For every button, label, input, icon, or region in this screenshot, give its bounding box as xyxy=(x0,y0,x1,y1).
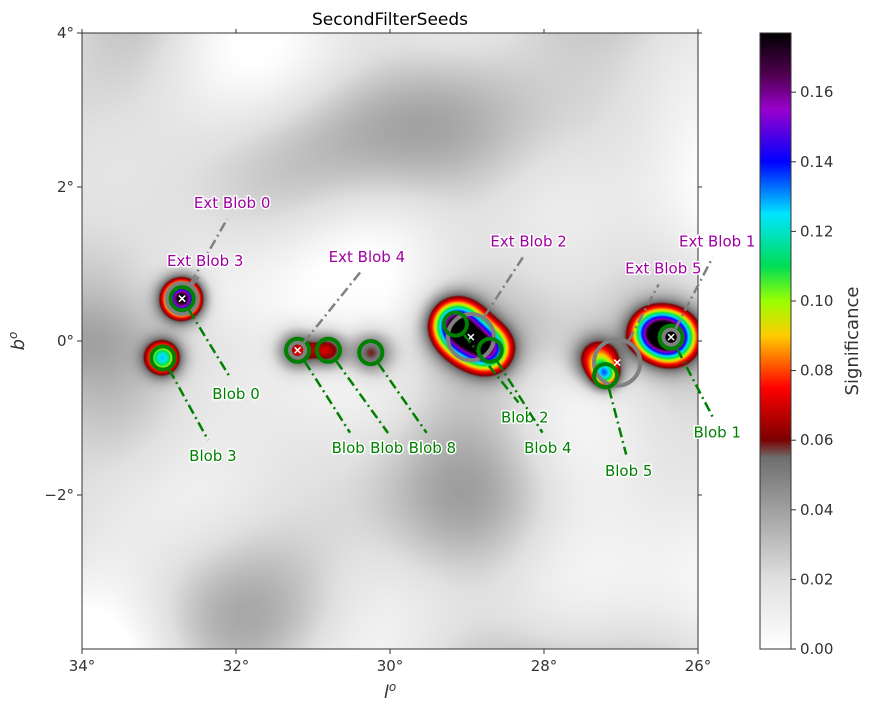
colorbar-ticks: 0.00 0.02 0.04 0.06 0.08 0.10 0.12 0.14 0.16 xyxy=(791,83,833,658)
blob-0-label: Blob 0 xyxy=(212,385,259,403)
ext-blob-3-cross-b xyxy=(178,295,186,303)
ext-blob-4-center-cross xyxy=(294,346,302,354)
blob-labels: Ext Blob 0 Ext Blob 3 Ext Blob 4 Ext Blob 2… xyxy=(165,193,757,482)
y-axis-label-sup: o xyxy=(6,332,20,339)
ext-blob-2-label: Ext Blob 2 xyxy=(490,233,566,251)
ext-blob-1-circle xyxy=(661,327,681,347)
blob-8-leader-line xyxy=(377,362,428,434)
y-axis-ticks: 4° 2° 0° −2° xyxy=(44,24,702,504)
ext-blob-4-label: Ext Blob 4 xyxy=(329,248,405,266)
blob-3-label: Blob 3 xyxy=(189,447,236,465)
y-tick-label-3: −2° xyxy=(44,486,74,504)
blob-1-leader-line xyxy=(676,348,714,418)
x-axis-label-sup: o xyxy=(389,680,396,694)
x-axis-label-main: l xyxy=(384,682,389,703)
ext-blob-3-center-cross xyxy=(178,295,186,303)
ext-blob-1-center-cross xyxy=(667,333,675,341)
y-axis-label-main: b xyxy=(8,339,29,350)
y-axis-label: bo xyxy=(6,332,29,351)
x-tick-label-3: 28° xyxy=(531,657,558,675)
y-tick-label-1: 2° xyxy=(57,178,74,196)
colorbar-bar xyxy=(759,32,792,650)
colorbar-tick-label-1: 0.02 xyxy=(800,570,833,588)
blob-7-label: Blob 7 xyxy=(332,439,379,457)
ext-blob-1-leader-line xyxy=(674,256,714,330)
y-tick-label-0: 4° xyxy=(57,24,74,42)
blob-7-leader-line xyxy=(303,361,352,434)
blob-markers xyxy=(149,281,685,390)
colorbar-tick-label-5: 0.10 xyxy=(800,292,833,310)
blob-4-label: Blob 4 xyxy=(524,439,571,457)
blob-8-circle xyxy=(357,339,385,367)
blob-5-label: Blob 5 xyxy=(605,462,652,480)
x-axis-ticks: 34° 32° 30° 28° 26° xyxy=(69,29,712,675)
blob-4-leader-line xyxy=(496,361,544,434)
blob-2-label: Blob 2 xyxy=(501,408,548,426)
colorbar: 0.00 0.02 0.04 0.06 0.08 0.10 0.12 0.14 0.16 Sig… xyxy=(759,32,863,658)
ext-blob-4-circle xyxy=(287,340,308,360)
blob-1-label: Blob 1 xyxy=(694,424,741,442)
ext-blob-2-leader-line xyxy=(483,256,525,317)
colorbar-label: Significance xyxy=(842,287,863,396)
x-axis-label: lo xyxy=(384,680,396,703)
colorbar-tick-label-7: 0.14 xyxy=(800,153,833,171)
chart-title: SecondFilterSeeds xyxy=(312,10,468,30)
significance-heatmap xyxy=(82,33,698,649)
ext-blob-0-leader-line xyxy=(189,218,229,285)
blob-0-leader-line xyxy=(188,309,232,380)
ext-blob-5-circle xyxy=(592,337,643,388)
colorbar-tick-label-8: 0.16 xyxy=(800,83,833,101)
x-tick-label-4: 26° xyxy=(685,657,712,675)
blob-0-circle xyxy=(168,285,196,313)
y-tick-label-2: 0° xyxy=(57,332,74,350)
blob-3-leader-line xyxy=(168,369,210,441)
blob-1-circle xyxy=(657,323,685,351)
colorbar-tick-label-3: 0.06 xyxy=(800,431,833,449)
ext-blob-3-label: Ext Blob 3 xyxy=(167,252,243,270)
blob-8-label: Blob 8 xyxy=(409,439,456,457)
colorbar-tick-label-2: 0.04 xyxy=(800,501,833,519)
x-tick-label-0: 34° xyxy=(69,657,96,675)
blob-6-label: Blob 6 xyxy=(370,439,417,457)
x-tick-label-2: 30° xyxy=(377,657,404,675)
ext-blob-5-cross-b xyxy=(613,359,621,367)
colorbar-tick-label-0: 0.00 xyxy=(800,640,833,658)
blob-3-circle xyxy=(149,344,177,372)
ext-blob-5-label: Ext Blob 5 xyxy=(625,260,701,278)
colorbar-tick-label-4: 0.08 xyxy=(800,362,833,380)
ext-blob-4-cross-b xyxy=(294,346,302,354)
blob-2-circle xyxy=(441,310,470,338)
ext-blob-4-leader-line xyxy=(302,271,362,344)
blob-2-leader-line xyxy=(462,333,520,404)
x-tick-label-1: 32° xyxy=(223,657,250,675)
ext-blob-3-circle xyxy=(164,281,200,317)
blob-4-circle xyxy=(476,336,504,364)
blob-6-circle xyxy=(314,336,342,364)
blob-7-circle xyxy=(284,336,312,364)
plot-area: 34° 32° 30° 28° 26° 4° 2° 0° −2° xyxy=(44,24,711,675)
colorbar-tick-label-6: 0.12 xyxy=(800,222,833,240)
ext-blob-1-cross-b xyxy=(667,333,675,341)
blob-6-leader-line xyxy=(335,360,390,434)
ext-blob-1-label: Ext Blob 1 xyxy=(679,233,755,251)
ext-blob-2-circle xyxy=(445,312,496,363)
ext-blob-3-leader-line xyxy=(191,275,201,286)
ext-blob-5-center-cross xyxy=(613,359,621,367)
blob-5-circle xyxy=(592,362,620,390)
ext-blob-0-label: Ext Blob 0 xyxy=(194,194,270,212)
